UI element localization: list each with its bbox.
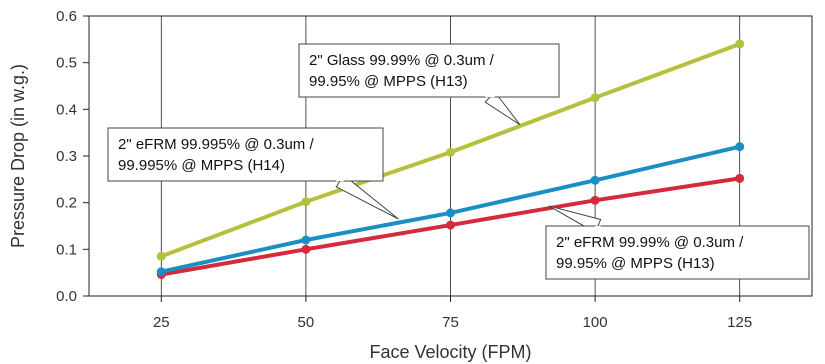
callout-text-line: 99.995% @ MPPS (H14) [118, 157, 285, 174]
axis-layer: 0.0 0.1 0.2 0.3 0.4 0.5 0.6 25 50 75 100 125 [56, 8, 813, 331]
x-tick-label: 25 [153, 314, 170, 331]
callout-text-line: 99.95% @ MPPS (H13) [309, 73, 468, 90]
series-2 [156, 142, 745, 277]
y-tick-label: 0.3 [56, 148, 77, 165]
y-axis-title: Pressure Drop (in w.g.) [8, 64, 28, 248]
data-point [590, 175, 600, 185]
y-tick-label: 0.2 [56, 195, 77, 212]
callout-box [107, 127, 384, 182]
callout-label-2: 2" eFRM 99.995% @ 0.3um / 99.995% @ MPPS … [107, 127, 399, 220]
data-point [446, 220, 455, 230]
y-tick-label: 0.4 [56, 101, 77, 118]
data-point [156, 267, 166, 277]
series-3 [156, 173, 745, 280]
data-point [446, 147, 455, 157]
data-point [301, 197, 311, 207]
data-point [301, 235, 311, 245]
series-1 [156, 39, 745, 261]
y-tick-label: 0.1 [56, 241, 77, 258]
series-layer [156, 39, 745, 280]
y-tick-label: 0.6 [56, 8, 77, 25]
data-point [735, 39, 745, 49]
callout-layer: 2" Glass 99.99% @ 0.3um / 99.95% @ MPPS (… [107, 43, 810, 280]
callout-label-1: 2" Glass 99.99% @ 0.3um / 99.95% @ MPPS (… [298, 43, 560, 126]
data-point [735, 142, 745, 152]
callout-text-line: 99.95% @ MPPS (H13) [556, 255, 715, 272]
x-tick-label: 125 [727, 314, 752, 331]
data-point [156, 251, 166, 261]
callout-text-line: 2" Glass 99.99% @ 0.3um / [309, 52, 495, 69]
data-point [590, 195, 600, 205]
x-tick-label: 100 [583, 314, 608, 331]
y-tick-label: 0.5 [56, 55, 77, 72]
callout-text-line: 2" eFRM 99.99% @ 0.3um / [556, 234, 744, 251]
x-tick-label: 50 [298, 314, 315, 331]
callout-text-line: 2" eFRM 99.995% @ 0.3um / [118, 136, 314, 153]
data-point [301, 244, 311, 254]
data-point [735, 173, 745, 183]
callout-box [545, 225, 810, 280]
callout-label-3: 2" eFRM 99.99% @ 0.3um / 99.95% @ MPPS (H… [545, 205, 810, 280]
x-axis-title: Face Velocity (FPM) [369, 342, 531, 362]
data-point [590, 93, 600, 103]
data-point [446, 208, 455, 218]
callout-box [298, 43, 560, 98]
x-tick-label: 75 [442, 314, 459, 331]
y-tick-label: 0.0 [56, 288, 77, 305]
